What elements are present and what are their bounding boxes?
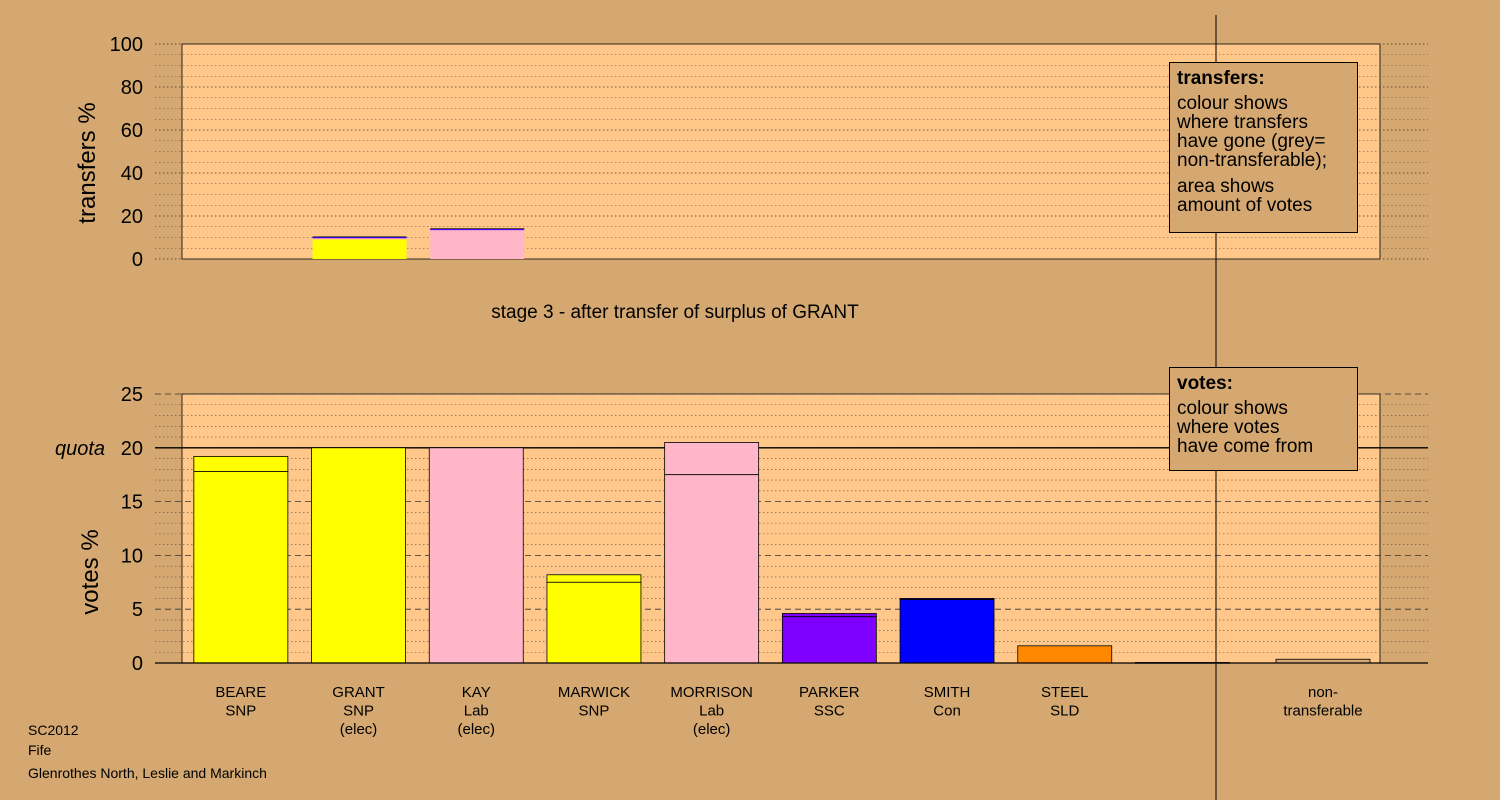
candidate-bar — [193, 471, 289, 664]
transfers-tick-label: 60 — [121, 120, 143, 142]
candidate-label: GRANT — [332, 684, 385, 701]
transfer-bar-segment — [312, 236, 407, 238]
transfers-legend: transfers: colour shows where transfers … — [1169, 62, 1358, 233]
candidate-label: (elec) — [457, 721, 495, 738]
candidate-label: SNP — [225, 703, 256, 720]
transfers-legend-line: colour shows — [1177, 93, 1288, 114]
votes-tick-label: 10 — [121, 545, 143, 567]
footer-election: SC2012 — [28, 722, 79, 738]
transfers-tick-label: 0 — [132, 249, 143, 271]
candidate-label: BEARE — [215, 684, 266, 701]
votes-tick-label: 20 — [121, 438, 143, 460]
transfer-bar-segment — [430, 229, 525, 231]
candidate-label: Lab — [464, 703, 489, 720]
transfer-bar-segment — [312, 237, 407, 239]
transfers-tick-label: 80 — [121, 77, 143, 99]
transfers-tick-label: 40 — [121, 163, 143, 185]
nontransferable-label: non- — [1308, 684, 1338, 701]
transfers-tick-label: 20 — [121, 206, 143, 228]
votes-tick-label: 15 — [121, 492, 143, 514]
candidate-label: SMITH — [924, 684, 971, 701]
transfers-legend-line: where transfers — [1177, 112, 1308, 133]
votes-legend-line: have come from — [1177, 436, 1314, 457]
candidate-label: SNP — [343, 703, 374, 720]
votes-legend: votes: colour shows where votes have com… — [1169, 367, 1358, 471]
candidate-bar — [428, 447, 524, 664]
candidate-label: SLD — [1050, 703, 1079, 720]
candidate-bar — [899, 599, 995, 664]
candidate-label: KAY — [462, 684, 491, 701]
transfers-legend-line: non-transferable); — [1177, 150, 1327, 171]
transfers-legend-title: transfers: — [1177, 68, 1265, 89]
transfers-tick-label: 100 — [110, 34, 143, 56]
stage-title: stage 3 - after transfer of surplus of G… — [491, 302, 859, 323]
candidate-label: SNP — [579, 703, 610, 720]
transfers-legend-line: area shows — [1177, 176, 1275, 197]
candidate-label: MORRISON — [670, 684, 753, 701]
votes-axis-label: votes % — [77, 529, 104, 614]
transfer-bar-segment — [312, 239, 407, 259]
votes-legend-line: where votes — [1177, 417, 1280, 438]
candidate-bar — [311, 447, 406, 664]
candidate-bar-added — [664, 442, 760, 476]
candidate-bar — [781, 616, 877, 664]
candidate-bar-added — [781, 613, 877, 618]
candidate-label: (elec) — [693, 721, 731, 738]
candidate-bar-added — [546, 574, 642, 583]
candidate-label: SSC — [814, 703, 845, 720]
votes-tick-label: 0 — [132, 653, 143, 675]
candidate-label: MARWICK — [558, 684, 630, 701]
candidate-bar-added — [193, 456, 289, 472]
transfer-bar-segment — [430, 229, 525, 259]
candidate-bar — [664, 474, 760, 664]
candidate-label: Lab — [699, 703, 724, 720]
candidate-bar — [546, 581, 642, 664]
transfer-bar-segment — [430, 228, 525, 230]
candidate-label: STEEL — [1041, 684, 1089, 701]
footer-council: Fife — [28, 742, 52, 758]
candidate-label: PARKER — [799, 684, 860, 701]
transfers-axis-label: transfers % — [74, 102, 101, 223]
votes-legend-title: votes: — [1177, 373, 1233, 394]
nontransferable-label: transferable — [1283, 703, 1362, 720]
candidate-bar — [1017, 645, 1113, 664]
footer-ward: Glenrothes North, Leslie and Markinch — [28, 765, 267, 781]
votes-legend-line: colour shows — [1177, 398, 1288, 419]
quota-label: quota — [55, 438, 105, 460]
candidate-label: Con — [933, 703, 961, 720]
candidate-label: (elec) — [340, 721, 378, 738]
transfer-bar-segment — [312, 238, 407, 240]
votes-tick-label: 25 — [121, 384, 143, 406]
votes-tick-label: 5 — [132, 599, 143, 621]
transfers-legend-line: amount of votes — [1177, 195, 1313, 216]
transfers-legend-line: have gone (grey= — [1177, 131, 1326, 152]
